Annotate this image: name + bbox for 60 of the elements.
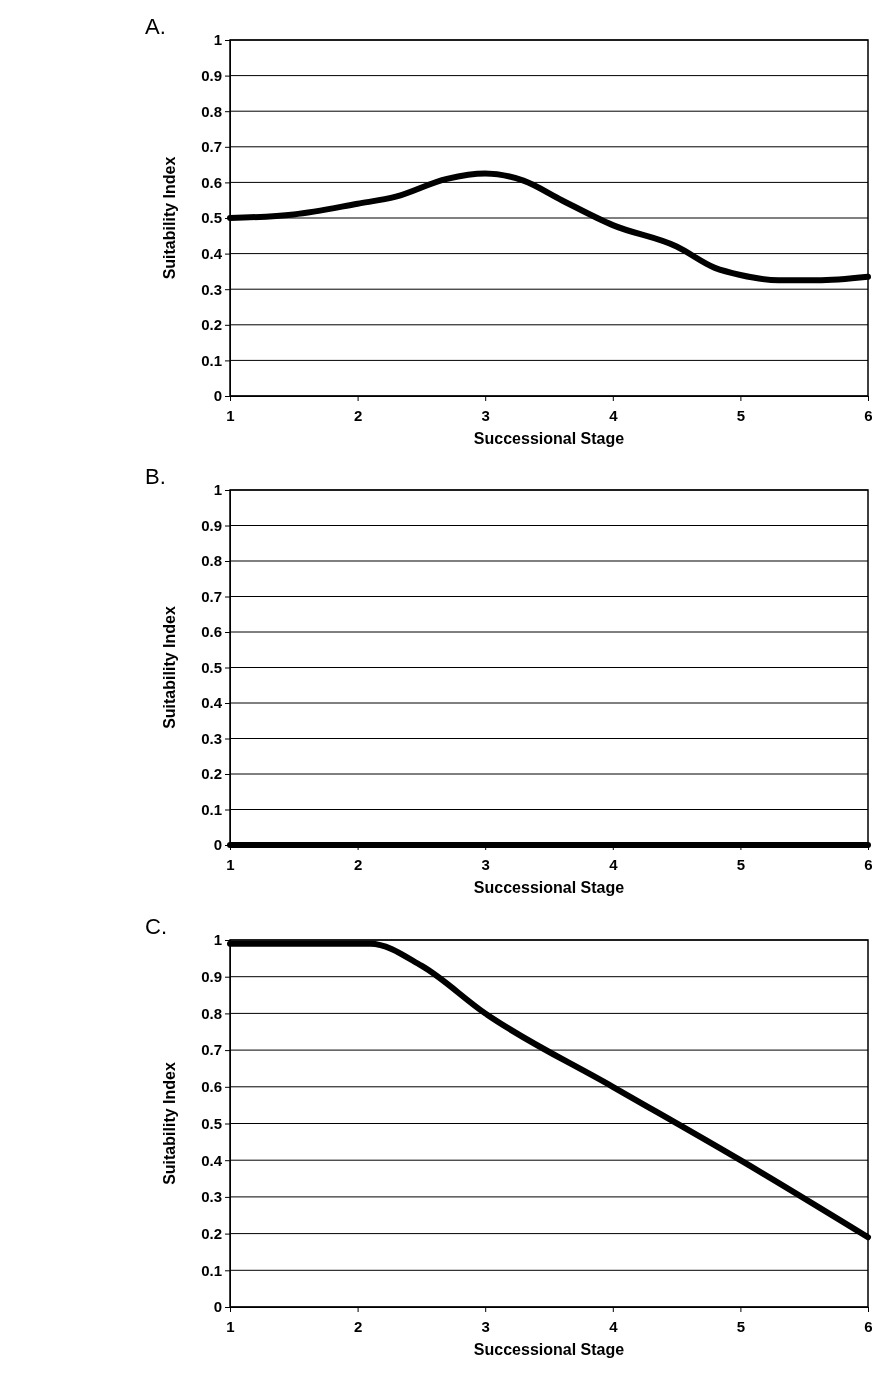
x-tick-label: 1: [226, 406, 235, 424]
x-tick-label: 6: [864, 1317, 873, 1335]
y-tick-label: 0.8: [201, 1004, 222, 1022]
y-tick-label: 0: [213, 387, 222, 405]
y-axis-title: Suitability Index: [161, 1062, 178, 1185]
y-tick-label: 0.5: [201, 1114, 222, 1132]
x-tick-label: 4: [609, 406, 619, 424]
y-tick-label: 0.7: [201, 587, 222, 605]
y-tick-label: 1: [213, 31, 222, 49]
x-tick-label: 2: [353, 1317, 363, 1335]
x-tick-label: 4: [609, 1317, 619, 1335]
x-tick-label: 5: [736, 855, 746, 873]
x-tick-label: 6: [864, 855, 873, 873]
chart-title: B.: [145, 464, 166, 489]
x-tick-label: 5: [736, 1317, 746, 1335]
y-tick-label: 0.5: [201, 209, 222, 227]
y-tick-label: 0.9: [201, 968, 222, 985]
x-tick-label: 1: [226, 1317, 235, 1335]
x-tick-label: 3: [481, 855, 490, 873]
y-tick-label: 0.4: [201, 244, 223, 262]
chart-title: A.: [145, 14, 166, 39]
x-tick-label: 6: [864, 406, 873, 424]
y-tick-label: 1: [213, 931, 222, 949]
x-tick-label: 3: [481, 406, 490, 424]
chart-title: C.: [145, 914, 167, 939]
x-tick-label: 2: [353, 406, 363, 424]
y-tick-label: 0.5: [201, 658, 222, 676]
x-tick-label: 2: [353, 855, 363, 873]
y-tick-label: 0.6: [201, 623, 222, 641]
y-tick-label: 0: [213, 1298, 222, 1316]
x-axis-title: Successional Stage: [473, 879, 625, 896]
y-tick-label: 0.1: [201, 351, 222, 369]
x-tick-label: 1: [226, 855, 235, 873]
y-tick-label: 0.2: [201, 765, 222, 783]
y-tick-label: 0.9: [201, 66, 222, 84]
y-tick-label: 0.8: [201, 552, 222, 570]
y-tick-label: 0.7: [201, 138, 222, 156]
x-tick-label: 4: [609, 855, 619, 873]
x-axis-title: Successional Stage: [473, 1341, 625, 1358]
y-tick-label: 0.2: [201, 1224, 222, 1242]
y-tick-label: 0.3: [201, 1188, 222, 1206]
y-tick-label: 0.1: [201, 800, 222, 818]
x-axis-title: Successional Stage: [473, 430, 625, 447]
y-tick-label: 0.4: [201, 1151, 223, 1169]
y-tick-label: 0.2: [201, 316, 222, 334]
x-tick-label: 3: [481, 1317, 490, 1335]
y-tick-label: 0.6: [201, 1078, 222, 1096]
y-axis-title: Suitability Index: [161, 156, 178, 280]
y-tick-label: 0.7: [201, 1041, 222, 1059]
y-tick-label: 0.8: [201, 102, 222, 120]
y-tick-label: 0.6: [201, 173, 222, 191]
y-tick-label: 0.4: [201, 694, 223, 712]
y-tick-label: 0.3: [201, 280, 222, 298]
y-tick-label: 1: [213, 481, 222, 499]
y-axis-title: Suitability Index: [161, 606, 178, 729]
y-tick-label: 0.3: [201, 729, 222, 747]
y-tick-label: 0.1: [201, 1261, 222, 1279]
y-tick-label: 0.9: [201, 516, 222, 534]
x-tick-label: 5: [736, 406, 746, 424]
y-tick-label: 0: [213, 836, 222, 854]
